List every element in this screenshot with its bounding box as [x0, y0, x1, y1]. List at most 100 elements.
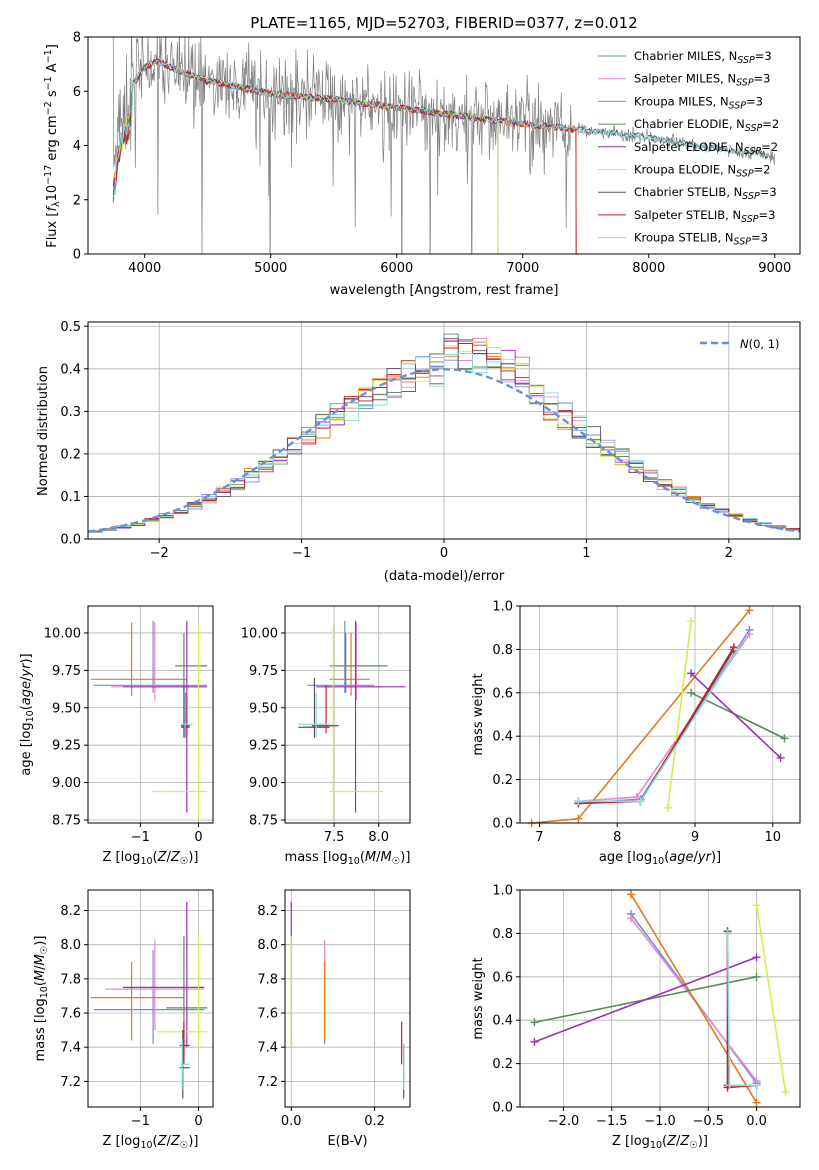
label-part: /	[33, 965, 48, 970]
label-part: (	[19, 705, 34, 710]
label-part: M	[365, 850, 376, 865]
plus-marker	[745, 630, 754, 639]
x-tick-label: 7000	[506, 261, 539, 276]
x-tick-label: −2	[150, 546, 169, 561]
legend-entry: N(0, 1)	[740, 337, 780, 351]
grid	[285, 890, 410, 1107]
label-part: =3	[751, 231, 768, 245]
residual-histogram-panel: −2 −1 0 1 2 0.0 0.1 0.2 0.3 0.4 0.5 (data-model)/er…	[36, 320, 801, 584]
y-tick-label: 9.00	[249, 776, 278, 791]
axes-frame	[284, 889, 411, 1108]
label-part: M	[381, 850, 392, 865]
y-tick-label: 9.50	[249, 701, 278, 716]
y-tick-label: 0.6	[492, 686, 513, 701]
grid	[88, 606, 213, 823]
y-tick-label: 2	[73, 193, 81, 208]
x-tick-label: 8000	[632, 261, 665, 276]
axes-frame	[87, 605, 214, 824]
y-tick-label: 8.2	[60, 904, 81, 919]
x-tick-label: 7.5	[324, 830, 345, 845]
y-tick-label: 9.25	[52, 739, 81, 754]
label-part: ☉	[689, 1140, 698, 1151]
axes-frame	[519, 889, 801, 1108]
plus-marker	[530, 1018, 539, 1027]
y-tick-label: 1.0	[492, 884, 513, 899]
plus-marker	[733, 645, 742, 654]
y-tick-label: 0.4	[60, 362, 81, 377]
legend-entry: Chabrier ELODIE, NSSP=2	[634, 117, 779, 134]
label-part: Chabrier STELIB, N	[634, 185, 742, 199]
x-tick-label: −0.5	[692, 1114, 724, 1129]
label-part: A	[45, 63, 60, 76]
label-part: =3	[746, 94, 763, 108]
label-part: /	[167, 1134, 172, 1149]
label-part: Z [log	[103, 1134, 141, 1149]
label-part: =3	[759, 208, 776, 222]
axes-frame	[284, 605, 411, 824]
label-part: (	[360, 850, 365, 865]
y-tick-label: 8.75	[249, 814, 278, 829]
label-part: E(B-V)	[327, 1134, 367, 1149]
label-part: /	[676, 1134, 681, 1149]
plus-marker	[781, 1087, 790, 1096]
y-tick-label: 7.2	[60, 1075, 81, 1090]
plus-marker	[632, 792, 641, 801]
x-tick-label: −1.0	[644, 1114, 676, 1129]
y-tick-label: 8.2	[257, 904, 278, 919]
label-part: Z	[170, 850, 181, 865]
mass-weight-vs-Z-panel: −2.0 −1.5 −1.0 −0.5 0.0 0.0 0.2 0.4 0.6 0.8 1.0 Z […	[471, 884, 801, 1151]
label-part: SSP	[742, 191, 760, 202]
y-tick-label: 0.1	[60, 490, 81, 505]
y-tick-label: 9.50	[52, 701, 81, 716]
label-part: (	[153, 1134, 158, 1149]
label-part: M	[33, 970, 48, 981]
x-tick-label: 0.0	[281, 1114, 302, 1129]
label-part: ☉	[180, 856, 189, 867]
y-tick-label: 7.8	[257, 972, 278, 987]
y-tick-label: 0.8	[492, 927, 513, 942]
y-tick-label: 0.4	[492, 1014, 513, 1029]
label-part: Z	[679, 1134, 690, 1149]
grid	[88, 890, 213, 1107]
grid	[520, 605, 800, 824]
plus-marker	[663, 803, 672, 812]
label-part: =3	[760, 185, 777, 199]
label-part: Z [log	[612, 1134, 650, 1149]
label-part: (0, 1)	[749, 337, 780, 351]
mass-weight-line	[578, 648, 739, 803]
y-tick-label: 10.00	[44, 626, 81, 641]
label-part: Z	[666, 1134, 677, 1149]
y-tick-label: 0.2	[492, 1057, 513, 1072]
age-vs-mass-panel: 7.5 8.0 8.75 9.00 9.25 9.50 9.75 10.00 mass [log…	[241, 605, 411, 867]
y-tick-label: 8.0	[60, 938, 81, 953]
axes-frame	[519, 605, 801, 824]
plus-marker	[574, 797, 583, 806]
label-part: (	[662, 1134, 667, 1149]
legend-entry: Kroupa MILES, NSSP=3	[634, 94, 763, 111]
label-part: −2	[43, 101, 54, 115]
label-part: =2	[761, 140, 778, 154]
mass-weight-line	[667, 621, 692, 808]
legend-entry: Chabrier STELIB, NSSP=3	[634, 185, 777, 202]
mass-weight-line	[578, 646, 735, 805]
y-tick-label: 0.2	[492, 773, 513, 788]
label-part: ☉	[392, 856, 401, 867]
label-part: ]	[45, 44, 60, 49]
label-part: (	[153, 850, 158, 865]
label-part: M	[33, 954, 48, 965]
x-axis-label: (data-model)/error	[384, 569, 505, 584]
y-tick-label: 0.4	[492, 730, 513, 745]
label-part: Z	[157, 850, 168, 865]
label-part: )]	[188, 850, 198, 865]
mass-weight-line	[690, 692, 785, 740]
mass-weight-line	[578, 633, 751, 803]
label-part: N	[740, 337, 749, 351]
label-part: )]	[400, 850, 410, 865]
plus-marker	[723, 929, 732, 938]
x-tick-label: 2	[725, 546, 733, 561]
plus-marker	[687, 617, 696, 626]
legend: N(0, 1)	[700, 337, 780, 351]
label-part: yr	[19, 662, 34, 678]
x-tick-label: 7	[535, 830, 543, 845]
label-part: s	[45, 90, 60, 101]
